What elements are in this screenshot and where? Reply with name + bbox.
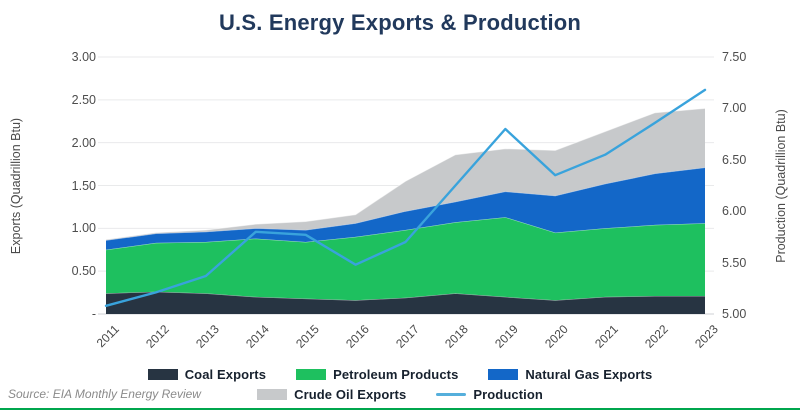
- legend-label: Natural Gas Exports: [525, 367, 653, 382]
- production-line-swatch-icon: [436, 393, 467, 396]
- left-axis-tick-label: 3.00: [71, 50, 96, 64]
- right-axis-tick-label: 5.50: [722, 255, 747, 270]
- legend: Coal Exports Petroleum Products Natural …: [0, 367, 800, 402]
- legend-row-1: Coal Exports Petroleum Products Natural …: [147, 367, 653, 382]
- right-axis-tick-label: 6.00: [722, 204, 747, 219]
- source-note: Source: EIA Monthly Energy Review: [8, 387, 201, 401]
- bottom-accent-bar: [0, 408, 800, 410]
- legend-item-petroleum-products: Petroleum Products: [296, 367, 458, 382]
- legend-item-natural-gas-exports: Natural Gas Exports: [488, 367, 652, 382]
- left-axis-tick-label: -: [91, 307, 96, 321]
- legend-label: Production: [473, 387, 543, 402]
- left-axis-tick-label: 2.00: [71, 135, 96, 150]
- chart-title: U.S. Energy Exports & Production: [218, 10, 582, 35]
- left-axis-tick-label: 2.50: [71, 92, 96, 107]
- left-axis-tick-label: 1.50: [71, 178, 96, 193]
- natural-gas-swatch-icon: [488, 369, 519, 380]
- legend-row-2: Crude Oil Exports Production: [257, 387, 543, 402]
- production-line: [104, 88, 707, 307]
- area-crude-oil-exports: [106, 108, 705, 241]
- petroleum-swatch-icon: [296, 369, 327, 380]
- right-axis-tick-label: 7.00: [722, 101, 747, 116]
- left-axis-tick-label: 0.50: [71, 264, 96, 279]
- right-axis-tick-label: 5.00: [722, 307, 747, 321]
- coal-swatch-icon: [147, 369, 178, 380]
- area-natural-gas-exports: [106, 167, 705, 250]
- crude-oil-swatch-icon: [257, 389, 288, 400]
- legend-label: Coal Exports: [184, 367, 267, 382]
- area-top-edge: [105, 107, 706, 240]
- legend-item-production: Production: [436, 387, 543, 402]
- left-axis-tick-label: 1.00: [71, 221, 96, 236]
- right-axis-tick-label: 7.50: [722, 50, 747, 64]
- area-petroleum-products: [106, 217, 705, 301]
- legend-label: Petroleum Products: [333, 367, 459, 382]
- legend-label: Crude Oil Exports: [294, 387, 407, 402]
- legend-item-coal-exports: Coal Exports: [147, 367, 267, 382]
- right-axis-tick-label: 6.50: [722, 152, 747, 167]
- legend-item-crude-oil-exports: Crude Oil Exports: [257, 387, 406, 402]
